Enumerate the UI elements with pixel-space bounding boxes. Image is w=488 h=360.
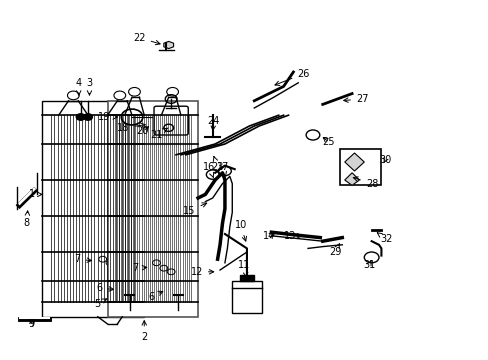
FancyBboxPatch shape — [154, 106, 188, 135]
Polygon shape — [344, 153, 364, 171]
Text: 24: 24 — [207, 116, 220, 131]
Text: 15: 15 — [183, 203, 206, 216]
Bar — [107, 101, 198, 317]
Text: 10: 10 — [234, 220, 246, 241]
Text: 12: 12 — [190, 267, 213, 277]
Polygon shape — [344, 173, 359, 185]
Text: 7: 7 — [132, 263, 146, 273]
Text: 27: 27 — [343, 94, 368, 104]
Text: 9: 9 — [29, 319, 35, 329]
Text: 18: 18 — [117, 123, 145, 133]
Circle shape — [83, 114, 92, 120]
Text: 13: 13 — [283, 231, 301, 241]
Bar — [239, 275, 254, 281]
Polygon shape — [163, 41, 173, 49]
Text: 25: 25 — [322, 137, 335, 147]
Text: 20: 20 — [136, 126, 149, 136]
Text: 17: 17 — [216, 162, 229, 176]
Text: 6: 6 — [96, 283, 113, 293]
Text: 5: 5 — [94, 299, 106, 309]
Bar — [41, 101, 144, 317]
Text: 26: 26 — [274, 69, 309, 85]
Text: 8: 8 — [24, 211, 30, 228]
Text: 28: 28 — [353, 177, 377, 189]
Text: 30: 30 — [378, 155, 390, 165]
Bar — [232, 281, 261, 313]
Text: 23: 23 — [211, 157, 224, 172]
Text: 3: 3 — [86, 78, 92, 95]
Text: 21: 21 — [150, 128, 167, 140]
Circle shape — [76, 114, 85, 120]
Text: 29: 29 — [328, 244, 341, 257]
Text: 11: 11 — [238, 260, 250, 277]
Text: 2: 2 — [141, 321, 147, 342]
Text: 4: 4 — [76, 78, 81, 95]
Text: 19: 19 — [98, 112, 117, 122]
Bar — [339, 149, 381, 185]
Text: 31: 31 — [362, 260, 375, 270]
Text: 32: 32 — [377, 233, 392, 244]
Text: 1: 1 — [29, 189, 42, 199]
Text: 22: 22 — [133, 33, 160, 45]
Text: 16: 16 — [203, 162, 215, 178]
Text: 14: 14 — [263, 231, 275, 241]
Text: 7: 7 — [74, 254, 91, 264]
Text: 6: 6 — [147, 291, 163, 302]
